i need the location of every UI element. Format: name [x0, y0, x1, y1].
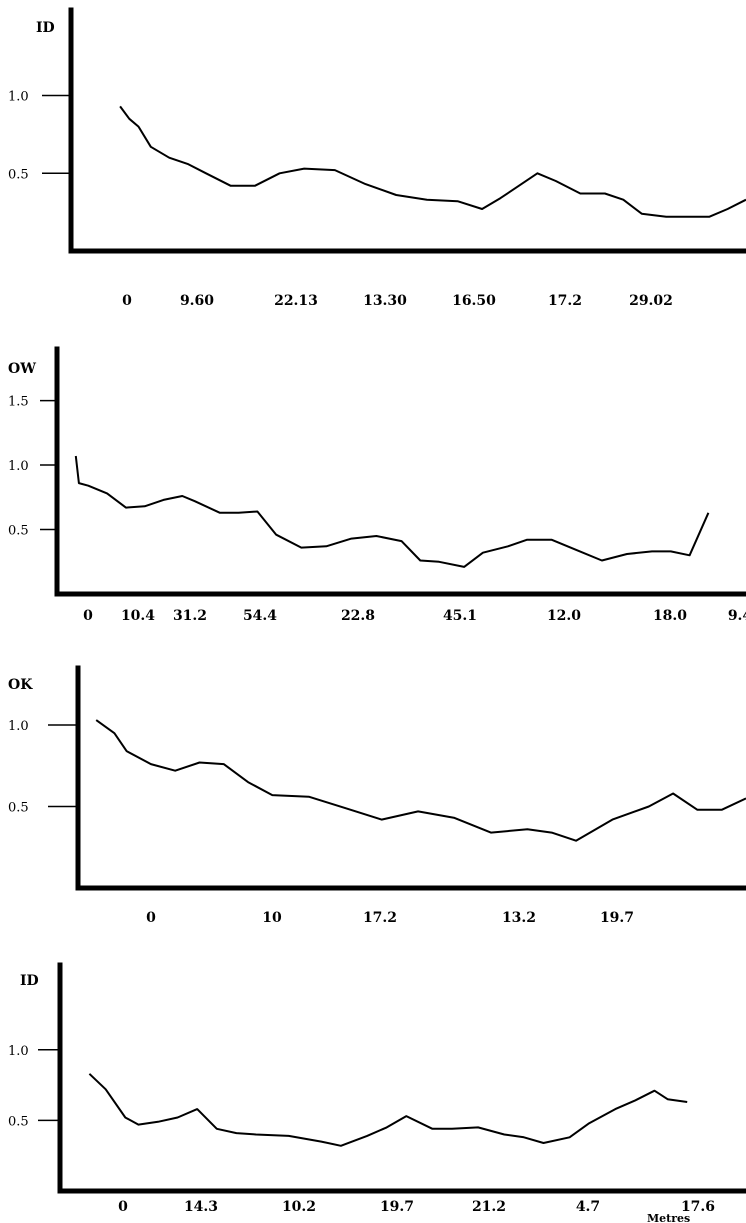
x-tick-label: 12.0 [547, 608, 581, 624]
x-tick-label: 16.50 [452, 293, 496, 309]
axis-frame [57, 962, 746, 1194]
axis-frame [75, 665, 746, 891]
chart-panel-1: 1.0 0.5 ID 0 9.60 22.13 13.30 16.50 17.2 29.02 [8, 7, 746, 309]
x-tick-label: 19.7 [600, 910, 634, 926]
y-tick-label: 1.0 [8, 719, 29, 734]
x-tick-label: 0 [146, 910, 156, 926]
x-tick-label: 10.4 [121, 608, 155, 624]
x-tick-label: 13.2 [502, 910, 536, 926]
axis-frame [54, 346, 746, 597]
y-tick-label: 1.0 [8, 1044, 29, 1059]
chart-panel-3: 1.0 0.5 OK 0 10 17.2 13.2 19.7 [8, 665, 746, 926]
x-tick-label: 29.02 [629, 293, 673, 309]
series-line [88, 1073, 688, 1147]
x-tick-label: 17.2 [548, 293, 582, 309]
y-tick-label: 0.5 [8, 524, 29, 539]
x-tick-label: 4.7 [576, 1199, 600, 1215]
panel-label: ID [20, 973, 39, 989]
x-tick-label: 10.2 [282, 1199, 316, 1215]
axis-frame [68, 7, 746, 254]
y-tick-label: 0.5 [8, 801, 29, 816]
y-tick-label: 1.0 [8, 90, 29, 105]
y-tick-label: 0.5 [8, 1114, 29, 1129]
x-tick-label: 54.4 [243, 608, 277, 624]
panel-label: OK [8, 677, 33, 693]
series-line [74, 455, 710, 568]
x-tick-label: 13.30 [363, 293, 407, 309]
x-tick-label: 18.0 [653, 608, 687, 624]
x-tick-label: 45.1 [443, 608, 477, 624]
x-tick-label: 21.2 [472, 1199, 506, 1215]
x-tick-label: 19.7 [380, 1199, 414, 1215]
series-line [95, 719, 746, 842]
x-tick-label: 9.60 [180, 293, 214, 309]
x-tick-label: 0 [118, 1199, 128, 1215]
x-tick-label: 10 [262, 910, 282, 926]
x-tick-label: 22.13 [274, 293, 318, 309]
y-tick-label: 1.5 [8, 395, 29, 410]
panel-label: ID [36, 20, 55, 36]
x-tick-label: 0 [83, 608, 93, 624]
chart-panel-2: 1.5 1.0 0.5 OW 0 10.4 31.2 54.4 22.8 45.1 12.0 18.0… [8, 346, 746, 624]
panel-label: OW [8, 361, 36, 377]
x-tick-label: 31.2 [173, 608, 207, 624]
x-tick-label: 17.6 [681, 1199, 715, 1215]
x-tick-label: 14.3 [184, 1199, 218, 1215]
x-tick-label: 0 [122, 293, 132, 309]
x-tick-label: 17.2 [363, 910, 397, 926]
series-line [119, 105, 746, 218]
x-tick-label: 9.4 [728, 608, 746, 624]
x-tick-label: 22.8 [341, 608, 375, 624]
x-axis-label: Metres [647, 1212, 690, 1223]
y-tick-label: 1.0 [8, 459, 29, 474]
y-tick-label: 0.5 [8, 167, 29, 182]
